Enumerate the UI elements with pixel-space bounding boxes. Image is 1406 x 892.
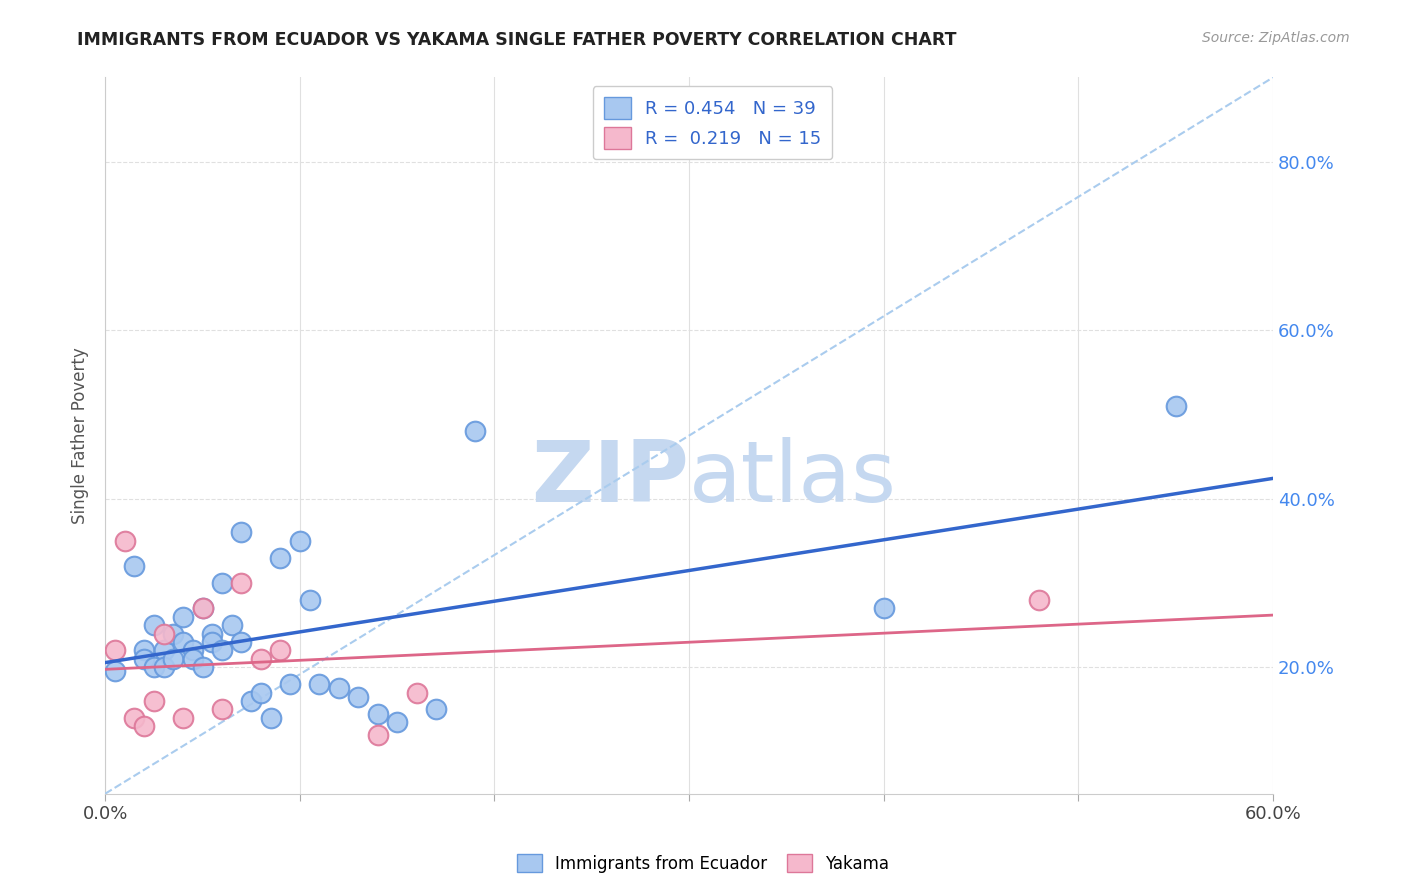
Point (162, 626, 184, 640)
Point (134, 719, 156, 733)
Text: ZIP: ZIP (531, 437, 689, 520)
Point (142, 618, 165, 632)
Point (172, 711, 194, 725)
Point (172, 609, 194, 624)
Point (231, 525, 253, 540)
Point (152, 660, 174, 674)
Legend: R = 0.454   N = 39, R =  0.219   N = 15: R = 0.454 N = 39, R = 0.219 N = 15 (593, 87, 832, 160)
Point (231, 635, 253, 649)
Point (191, 660, 214, 674)
Point (104, 665, 127, 679)
Point (172, 635, 194, 649)
Point (873, 601, 896, 615)
Point (405, 685, 427, 699)
Point (114, 533, 136, 548)
Point (162, 652, 184, 666)
Point (328, 681, 350, 696)
Point (201, 626, 224, 640)
Point (201, 635, 224, 649)
Point (269, 550, 291, 565)
Point (308, 677, 330, 691)
Point (134, 643, 156, 657)
Point (288, 533, 311, 548)
Point (1164, 399, 1187, 413)
Point (425, 702, 447, 716)
Point (278, 677, 301, 691)
Point (269, 643, 291, 657)
Point (367, 706, 389, 721)
Point (124, 711, 146, 725)
Point (124, 559, 146, 574)
Point (134, 652, 156, 666)
Point (347, 690, 370, 704)
Point (191, 601, 214, 615)
Point (181, 652, 204, 666)
Point (104, 643, 127, 657)
Point (240, 694, 263, 708)
Point (211, 702, 233, 716)
Point (367, 728, 389, 742)
Point (259, 711, 281, 725)
Point (181, 643, 204, 657)
Point (142, 694, 165, 708)
Point (250, 685, 273, 699)
Point (464, 425, 486, 439)
Point (211, 643, 233, 657)
Point (191, 601, 214, 615)
Point (221, 618, 243, 632)
Text: atlas: atlas (689, 437, 897, 520)
Legend: Immigrants from Ecuador, Yakama: Immigrants from Ecuador, Yakama (510, 847, 896, 880)
Point (152, 626, 174, 640)
Text: Source: ZipAtlas.com: Source: ZipAtlas.com (1202, 31, 1350, 45)
Point (152, 643, 174, 657)
Point (385, 714, 408, 729)
Point (298, 592, 321, 607)
Point (211, 576, 233, 591)
Y-axis label: Single Father Poverty: Single Father Poverty (72, 347, 89, 524)
Point (250, 652, 273, 666)
Point (142, 660, 165, 674)
Point (1028, 592, 1050, 607)
Point (231, 576, 253, 591)
Text: IMMIGRANTS FROM ECUADOR VS YAKAMA SINGLE FATHER POVERTY CORRELATION CHART: IMMIGRANTS FROM ECUADOR VS YAKAMA SINGLE… (77, 31, 957, 49)
